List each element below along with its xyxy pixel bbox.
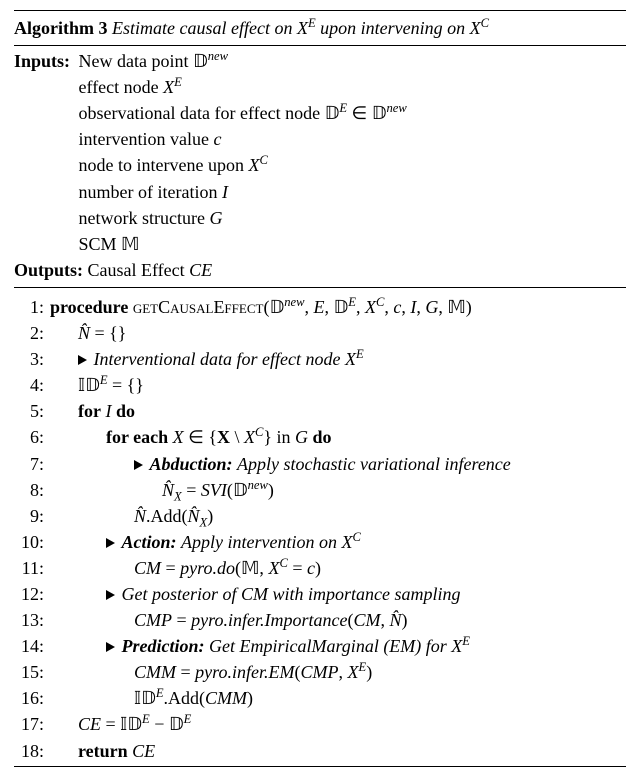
algo-line: 17:CE = 𝕀𝔻E − 𝔻E: [14, 711, 626, 737]
algo-line: 18:return CE: [14, 738, 626, 764]
algorithm-title: Algorithm 3 Estimate causal effect on XE…: [14, 13, 626, 43]
line-number: 11:: [14, 555, 50, 581]
inputs-item: network structure G: [79, 205, 407, 231]
outputs-line: Outputs: Causal Effect CE: [14, 257, 626, 285]
line-number: 1:: [14, 294, 50, 320]
line-number: 16:: [14, 685, 50, 711]
algo-line: 16:𝕀𝔻E.Add(CMM): [14, 685, 626, 711]
inputs-label: Inputs:: [14, 48, 70, 74]
line-number: 6:: [14, 424, 50, 450]
line-code: N̂X = SVI(𝔻new): [50, 477, 274, 503]
line-code: CMP = pyro.infer.Importance(CM, N̂): [50, 607, 407, 633]
line-number: 9:: [14, 503, 50, 529]
line-code: CE = 𝕀𝔻E − 𝔻E: [50, 711, 191, 737]
line-number: 7:: [14, 451, 50, 477]
algo-line: 5:for I do: [14, 398, 626, 424]
title-sup-2: C: [481, 16, 489, 30]
line-code: return CE: [50, 738, 155, 764]
line-code: 𝕀𝔻E = {}: [50, 372, 144, 398]
algo-line: 10: Action: Apply intervention on XC: [14, 529, 626, 555]
algo-line: 8:N̂X = SVI(𝔻new): [14, 477, 626, 503]
line-number: 5:: [14, 398, 50, 424]
outputs-label: Outputs:: [14, 260, 83, 280]
line-code: N̂.Add(N̂X): [50, 503, 213, 529]
title-text-1: Estimate causal effect on X: [112, 18, 308, 38]
inputs-item: observational data for effect node 𝔻E ∈ …: [79, 100, 407, 126]
line-number: 2:: [14, 320, 50, 346]
inputs-item: intervention value c: [79, 126, 407, 152]
line-number: 12:: [14, 581, 50, 607]
line-number: 4:: [14, 372, 50, 398]
line-number: 17:: [14, 711, 50, 737]
line-code: Get posterior of CM with importance samp…: [50, 581, 461, 607]
inputs-item: SCM 𝕄: [79, 231, 407, 257]
outputs-text: Causal Effect CE: [88, 260, 213, 280]
top-rule: [14, 10, 626, 11]
line-number: 10:: [14, 529, 50, 555]
inputs-item: number of iteration I: [79, 179, 407, 205]
algo-line: 1:procedure getCausalEffect(𝔻new, E, 𝔻E,…: [14, 294, 626, 320]
algo-line: 4:𝕀𝔻E = {}: [14, 372, 626, 398]
algorithm-body: 1:procedure getCausalEffect(𝔻new, E, 𝔻E,…: [14, 290, 626, 764]
line-number: 18:: [14, 738, 50, 764]
algo-line: 15:CMM = pyro.infer.EM(CMP, XE): [14, 659, 626, 685]
line-code: N̂ = {}: [50, 320, 126, 346]
line-code: procedure getCausalEffect(𝔻new, E, 𝔻E, X…: [50, 294, 472, 320]
title-sup-1: E: [308, 16, 316, 30]
line-code: Interventional data for effect node XE: [50, 346, 364, 372]
algo-line: 13:CMP = pyro.infer.Importance(CM, N̂): [14, 607, 626, 633]
bottom-rule: [14, 766, 626, 767]
algorithm-block: Algorithm 3 Estimate causal effect on XE…: [0, 0, 640, 779]
header-body-rule: [14, 287, 626, 288]
line-code: CMM = pyro.infer.EM(CMP, XE): [50, 659, 372, 685]
algo-line: 12: Get posterior of CM with importance …: [14, 581, 626, 607]
algo-line: 3: Interventional data for effect node X…: [14, 346, 626, 372]
line-number: 15:: [14, 659, 50, 685]
line-code: for each X ∈ {X \ XC} in G do: [50, 424, 332, 450]
title-text-2: upon intervening on X: [316, 18, 481, 38]
line-code: 𝕀𝔻E.Add(CMM): [50, 685, 253, 711]
line-code: Prediction: Get EmpiricalMarginal (EM) f…: [50, 633, 470, 659]
inputs-list: New data point 𝔻neweffect node XEobserva…: [75, 48, 407, 257]
line-code: for I do: [50, 398, 135, 424]
line-number: 14:: [14, 633, 50, 659]
title-rule: [14, 45, 626, 46]
algo-line: 14: Prediction: Get EmpiricalMarginal (E…: [14, 633, 626, 659]
algo-line: 7: Abduction: Apply stochastic variation…: [14, 451, 626, 477]
line-number: 13:: [14, 607, 50, 633]
line-code: Abduction: Apply stochastic variational …: [50, 451, 511, 477]
line-code: CM = pyro.do(𝕄, XC = c): [50, 555, 321, 581]
algo-line: 6:for each X ∈ {X \ XC} in G do: [14, 424, 626, 450]
line-code: Action: Apply intervention on XC: [50, 529, 361, 555]
algo-line: 9:N̂.Add(N̂X): [14, 503, 626, 529]
inputs-item: New data point 𝔻new: [79, 48, 407, 74]
algo-line: 11:CM = pyro.do(𝕄, XC = c): [14, 555, 626, 581]
title-prefix: Algorithm 3: [14, 18, 108, 38]
algo-line: 2:N̂ = {}: [14, 320, 626, 346]
inputs-item: effect node XE: [79, 74, 407, 100]
inputs-block: Inputs: New data point 𝔻neweffect node X…: [14, 48, 626, 257]
inputs-item: node to intervene upon XC: [79, 152, 407, 178]
line-number: 3:: [14, 346, 50, 372]
line-number: 8:: [14, 477, 50, 503]
